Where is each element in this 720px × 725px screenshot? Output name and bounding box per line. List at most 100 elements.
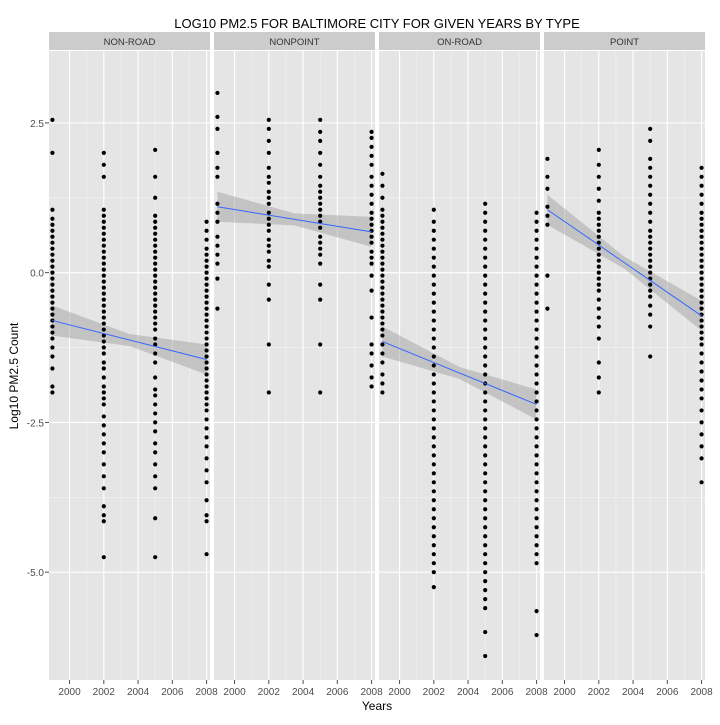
data-point: [431, 462, 436, 467]
data-point: [50, 282, 55, 287]
data-point: [215, 90, 220, 96]
data-point: [266, 390, 271, 395]
data-point: [534, 372, 539, 377]
data-point: [431, 498, 436, 503]
data-point: [215, 150, 220, 155]
data-point: [101, 450, 106, 455]
data-point: [204, 228, 209, 233]
data-point: [153, 342, 158, 347]
data-point: [699, 246, 704, 251]
data-point: [596, 282, 601, 287]
data-point: [431, 444, 436, 449]
data-point: [648, 126, 653, 131]
data-point: [380, 285, 385, 290]
data-point: [50, 276, 55, 281]
data-point: [204, 372, 209, 377]
data-point: [318, 174, 323, 179]
data-point: [431, 471, 436, 476]
data-point: [266, 282, 271, 287]
data-point: [648, 312, 653, 317]
data-point: [153, 303, 158, 308]
data-point: [369, 363, 374, 368]
data-point: [534, 426, 539, 431]
data-point: [483, 327, 488, 332]
data-point: [545, 222, 550, 227]
data-point: [596, 162, 601, 167]
data-point: [534, 300, 539, 305]
data-point: [534, 561, 539, 566]
data-point: [318, 297, 323, 302]
data-point: [648, 258, 653, 263]
data-point: [596, 270, 601, 275]
data-point: [101, 207, 106, 212]
data-point: [101, 309, 106, 314]
data-point: [534, 480, 539, 485]
data-point: [153, 267, 158, 272]
data-point: [648, 264, 653, 269]
data-point: [101, 255, 106, 260]
data-point: [204, 324, 209, 329]
data-point: [534, 507, 539, 512]
data-point: [101, 225, 106, 230]
data-point: [483, 489, 488, 494]
data-point: [153, 291, 158, 296]
data-point: [534, 273, 539, 278]
data-point: [266, 165, 271, 170]
facet-strip: [214, 32, 375, 50]
data-point: [101, 555, 106, 560]
data-point: [204, 390, 209, 395]
data-point: [204, 354, 209, 359]
data-point: [534, 354, 539, 359]
trend-line: [382, 341, 537, 405]
data-point: [596, 276, 601, 281]
data-point: [153, 321, 158, 326]
data-point: [534, 525, 539, 530]
data-point: [153, 249, 158, 254]
data-point: [431, 264, 436, 269]
data-point: [318, 282, 323, 287]
data-point: [534, 237, 539, 242]
data-point: [266, 117, 271, 122]
data-point: [648, 210, 653, 215]
x-axis-title: Years: [362, 699, 392, 713]
data-point: [50, 234, 55, 239]
data-point: [369, 315, 374, 320]
data-point: [215, 243, 220, 248]
data-point: [534, 471, 539, 476]
data-point: [204, 288, 209, 293]
data-point: [431, 570, 436, 575]
data-point: [431, 507, 436, 512]
data-point: [699, 216, 704, 221]
data-point: [596, 288, 601, 293]
facet-strip-label: NON-ROAD: [104, 37, 156, 48]
data-point: [50, 300, 55, 305]
data-point: [101, 162, 106, 167]
data-point: [204, 318, 209, 323]
data-point: [204, 312, 209, 317]
x-tick-label: 2000: [553, 687, 576, 698]
data-point: [534, 453, 539, 458]
data-point: [380, 213, 385, 218]
data-point: [101, 237, 106, 242]
data-point: [534, 309, 539, 314]
data-point: [534, 489, 539, 494]
data-point: [596, 360, 601, 365]
data-point: [380, 303, 385, 308]
data-point: [699, 234, 704, 239]
data-point: [380, 243, 385, 248]
data-point: [699, 174, 704, 179]
data-point: [483, 318, 488, 323]
data-point: [648, 354, 653, 359]
data-point: [431, 372, 436, 377]
data-point: [699, 420, 704, 425]
data-point: [204, 336, 209, 341]
data-point: [153, 393, 158, 398]
data-point: [431, 399, 436, 404]
y-axis-title: Log10 PM2.5 Count: [7, 322, 21, 429]
data-point: [380, 327, 385, 332]
x-tick-label: 2006: [656, 687, 679, 698]
data-point: [380, 171, 385, 176]
data-point: [153, 429, 158, 434]
